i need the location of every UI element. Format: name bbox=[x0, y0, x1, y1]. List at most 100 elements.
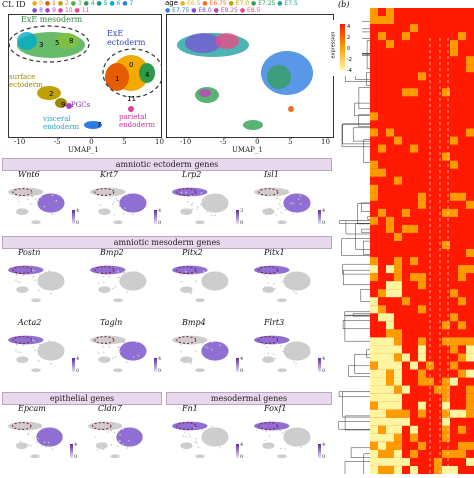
heatmap-cell bbox=[450, 377, 458, 386]
gene-panel-tagln: Tagln 4 0 bbox=[84, 318, 164, 378]
heatmap-cell bbox=[410, 24, 418, 33]
colorbar-min-wnt6: 0 bbox=[76, 220, 80, 226]
cl-4: ● 4 bbox=[83, 0, 95, 7]
heatmap-cell bbox=[378, 353, 386, 362]
age-e80: ● E8.0 bbox=[191, 7, 212, 14]
heatmap-cell bbox=[458, 409, 466, 418]
heatmap-cell bbox=[386, 224, 394, 233]
gene-label-tagln: Tagln bbox=[100, 318, 123, 327]
umap-age-svg bbox=[177, 33, 313, 130]
gene-umap-krt7 bbox=[90, 187, 147, 225]
colorbar-max-krt7: 4 bbox=[158, 208, 162, 214]
gene-panel-acta2: Acta2 4 0 bbox=[2, 318, 82, 378]
heatmap-cell bbox=[378, 449, 386, 458]
cl-num-1: 1 bbox=[115, 75, 119, 83]
heatmap-cell bbox=[386, 313, 394, 322]
gene-umap-tagln bbox=[90, 335, 147, 373]
heatmap-cell bbox=[394, 393, 402, 402]
heatmap-cell bbox=[466, 393, 474, 402]
heatmap-cell bbox=[394, 281, 402, 290]
heatmap-cell bbox=[466, 369, 474, 378]
cl-num-2: 2 bbox=[49, 90, 53, 98]
gene-umap-wnt6 bbox=[8, 187, 65, 225]
gene-umap-foxf1 bbox=[254, 421, 311, 459]
exe-mesoderm-cluster-2 bbox=[17, 32, 37, 50]
visceral-endoderm-label: visceral endoderm bbox=[43, 115, 79, 131]
heatmap-cell bbox=[386, 457, 394, 466]
heatmap-cell bbox=[370, 369, 378, 378]
heatmap-cell bbox=[450, 48, 458, 57]
section-amniotic-ectoderm-header: amniotic ectoderm genes bbox=[2, 158, 332, 171]
heatmap-cell bbox=[386, 265, 394, 274]
heatmap-cell bbox=[378, 425, 386, 434]
gene-label-bmp2: Bmp2 bbox=[100, 248, 124, 257]
colorbar-max-isl1: 4 bbox=[322, 208, 326, 214]
heatmap-cell bbox=[378, 337, 386, 346]
gene-umap-cldn7 bbox=[87, 421, 143, 459]
dendrogram-branch bbox=[363, 139, 370, 163]
heatmap-cell bbox=[370, 393, 378, 402]
surface-ectoderm-label: surface ectoderm bbox=[9, 73, 43, 89]
heatmap-cell bbox=[402, 353, 410, 362]
dendrogram-branch bbox=[358, 114, 370, 127]
heatmap-cell bbox=[370, 305, 378, 314]
heatmap-cell bbox=[386, 449, 394, 458]
age-e775: ● E7.75 bbox=[165, 7, 190, 14]
colorbar-min-isl1: 0 bbox=[322, 220, 326, 226]
heatmap-cell bbox=[370, 257, 378, 266]
heatmap-cell bbox=[378, 32, 386, 41]
dendrogram-branch bbox=[342, 123, 370, 145]
heatmap-cell bbox=[450, 337, 458, 346]
colorbar-krt7 bbox=[154, 210, 157, 224]
heatmap-cell bbox=[418, 305, 426, 314]
heatmap-legend-ticks: 4 2 0 -2 -4 bbox=[347, 24, 352, 74]
heatmap-cell bbox=[378, 433, 386, 442]
colorbar-max-acta2: 4 bbox=[76, 356, 80, 362]
gene-panel-lrp2: Lrp2 3 0 bbox=[166, 170, 246, 230]
heatmap-cell bbox=[386, 289, 394, 298]
heatmap-cell bbox=[370, 449, 378, 458]
gene-panel-pitx2: Pitx2 bbox=[166, 248, 246, 308]
heatmap-cell bbox=[426, 361, 434, 370]
colorbar-bmp4 bbox=[236, 358, 239, 372]
heatmap-cell bbox=[378, 393, 386, 402]
heatmap-cell bbox=[386, 393, 394, 402]
heatmap-cell bbox=[418, 401, 426, 410]
gene-label-fn1: Fn1 bbox=[182, 404, 198, 413]
heatmap-cell bbox=[370, 273, 378, 282]
colorbar-fn1 bbox=[236, 444, 239, 458]
dendrogram-branch bbox=[355, 223, 370, 250]
heatmap-cell bbox=[394, 337, 402, 346]
heatmap-cell bbox=[394, 289, 402, 298]
heatmap-cell bbox=[402, 385, 410, 394]
heatmap-cell bbox=[402, 224, 410, 233]
heatmap-cell bbox=[402, 457, 410, 466]
colorbar-max-flrt3: 4 bbox=[322, 356, 326, 362]
heatmap-cell bbox=[386, 337, 394, 346]
dendrogram-branch bbox=[348, 365, 370, 377]
dendrogram-branch bbox=[338, 391, 370, 398]
heatmap-cell bbox=[418, 369, 426, 378]
heatmap-cell bbox=[394, 457, 402, 466]
cluster-legend: CL ID bbox=[2, 0, 26, 9]
heatmap-cell bbox=[370, 160, 378, 169]
heatmap-cell bbox=[370, 441, 378, 450]
visceral-endoderm-cluster bbox=[84, 121, 102, 129]
dendrogram-branch bbox=[345, 220, 370, 235]
age-legend: age ● E6.5 ● E6.75 ● E7.0 ● E7.25 ● E7.5… bbox=[165, 0, 325, 14]
dendrogram-branch bbox=[342, 391, 370, 418]
heatmap-cell bbox=[466, 345, 474, 354]
heatmap-cell bbox=[386, 441, 394, 450]
heatmap-cell bbox=[370, 385, 378, 394]
heatmap-cell bbox=[442, 152, 450, 161]
gene-umap-pitx2 bbox=[172, 265, 229, 303]
heatmap-cell bbox=[370, 433, 378, 442]
heatmap-cell bbox=[434, 457, 442, 466]
heatmap-cell bbox=[458, 321, 466, 330]
cluster-id-legend-items: ● 0 ● 1 ● 2 ● 3 ● 4 ● 5 ● 6 ● 7 ● 8 ● 9 … bbox=[32, 0, 152, 14]
pgc-cluster bbox=[66, 103, 72, 109]
dendrogram-branch bbox=[339, 220, 370, 224]
dendrogram-branch bbox=[362, 240, 370, 255]
gene-umap-acta2 bbox=[8, 335, 65, 373]
heatmap-cell bbox=[418, 441, 426, 450]
